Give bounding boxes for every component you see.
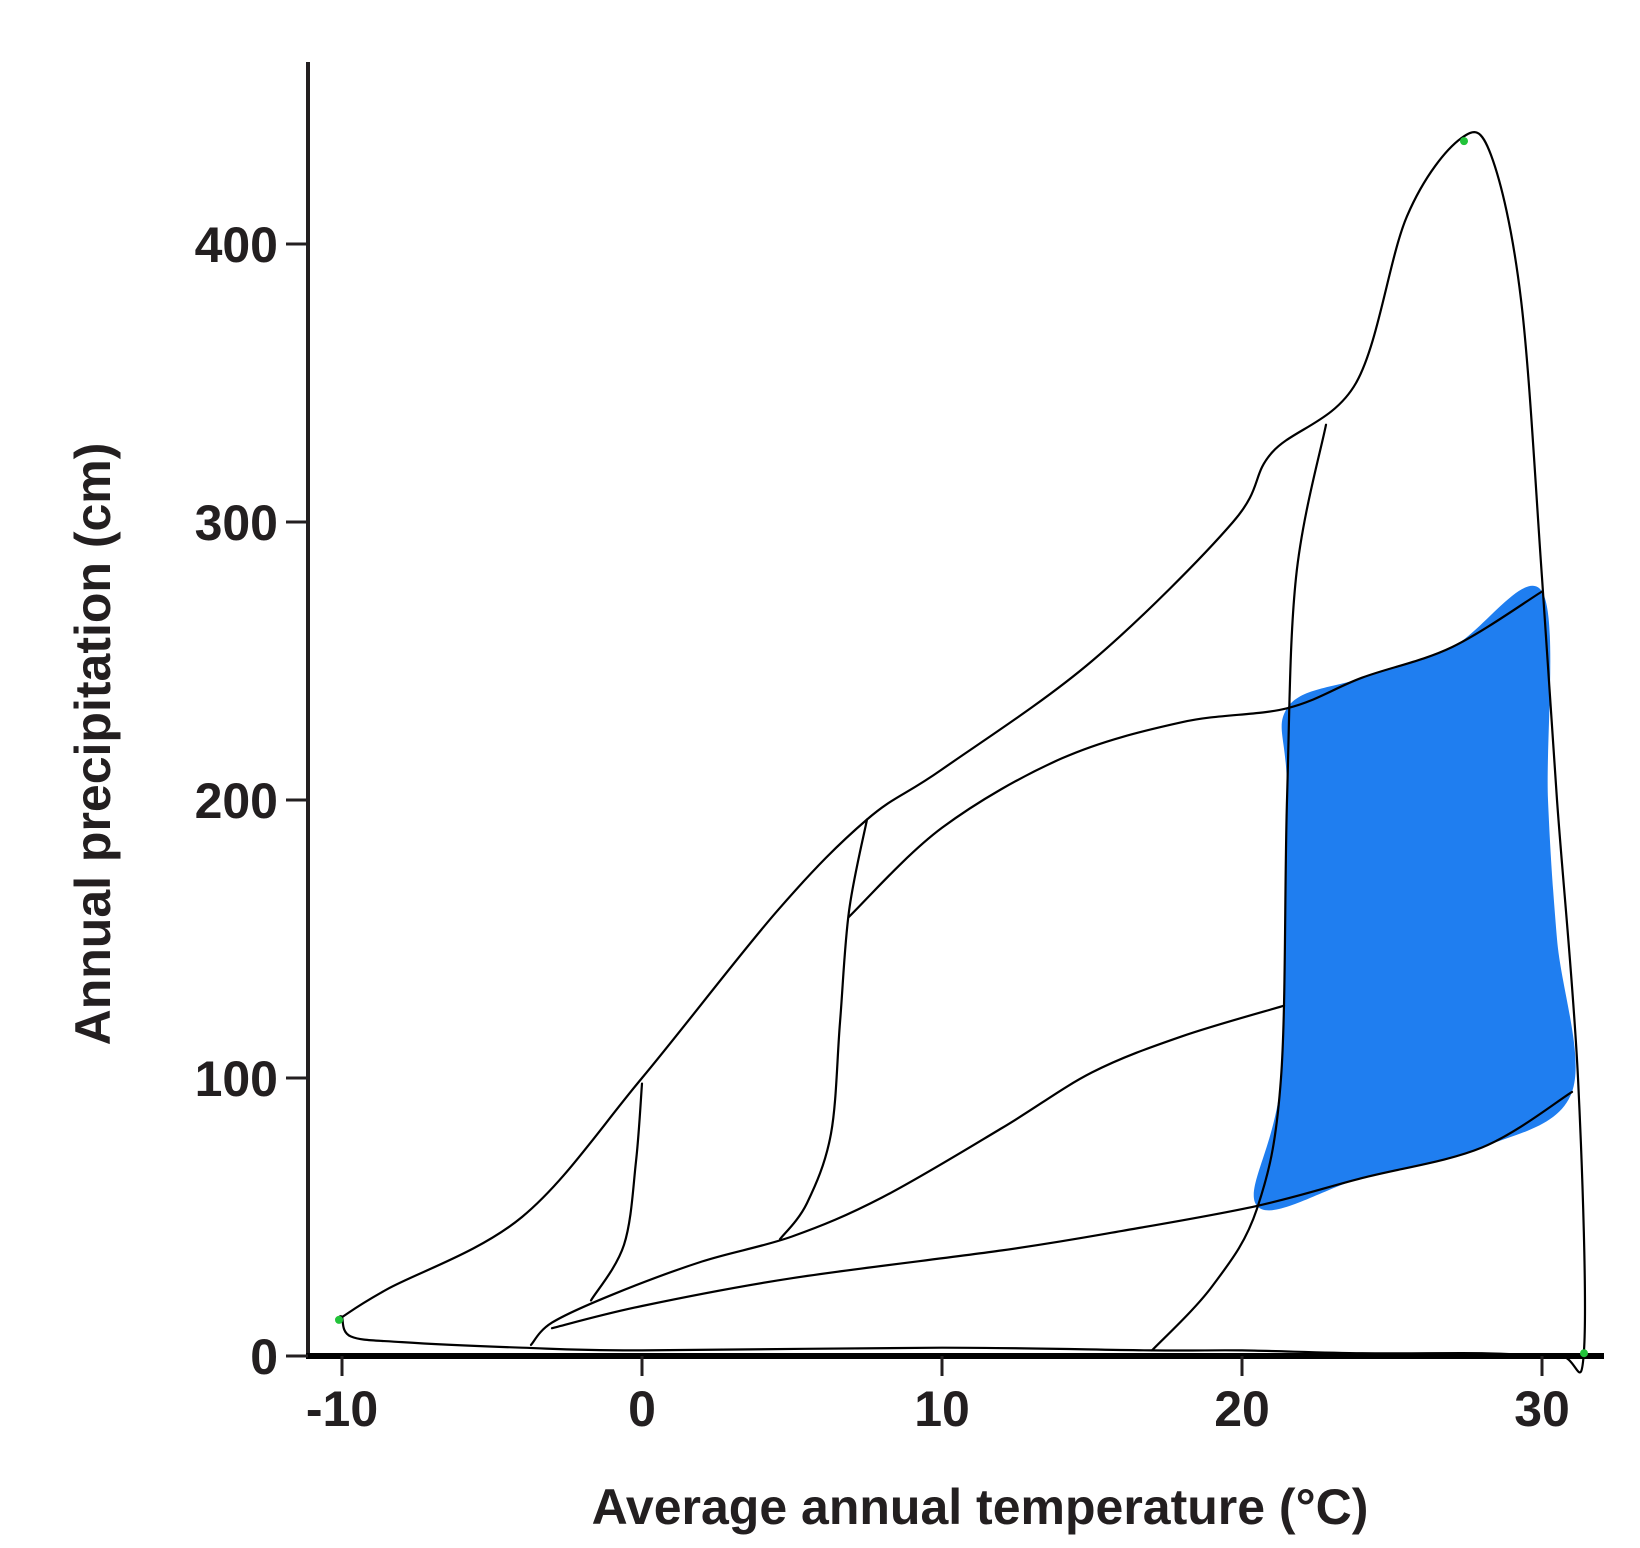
x-tick-label-0: 0: [628, 1381, 656, 1437]
biome-line-grassland-top: [550, 1090, 1574, 1330]
x-tick-label-10: 10: [914, 1381, 970, 1437]
axes: [306, 62, 1604, 1359]
highlight-layer: [1253, 585, 1576, 1211]
y-axis-title: Annual precipitation (cm): [65, 443, 121, 1046]
x-tick-label-30: 30: [1514, 1381, 1570, 1437]
x-axis-title: Average annual temperature (°C): [592, 1479, 1369, 1535]
x-tick-label-20: 20: [1214, 1381, 1270, 1437]
marker-2: [1580, 1349, 1588, 1358]
biome-line-boreal-boundary: [778, 818, 869, 1241]
biome-line-outer-boundary: [337, 131, 1587, 1374]
x-tick-label--10: -10: [306, 1381, 378, 1437]
ticks: 0 100 200 300 400 -10 0 10 20 30: [195, 217, 1570, 1437]
y-tick-label-100: 100: [195, 1051, 278, 1107]
y-tick-label-300: 300: [195, 495, 278, 551]
highlight-region-tropical-seasonal-forest: [1253, 585, 1576, 1211]
biome-line-woodland-top: [529, 1004, 1286, 1346]
y-tick-label-200: 200: [195, 773, 278, 829]
y-tick-label-0: 0: [250, 1329, 278, 1385]
markers: [335, 137, 1588, 1358]
biome-line-tropical-dry-boundary: [1150, 423, 1328, 1352]
biome-lines: [337, 131, 1587, 1374]
marker-1: [1460, 137, 1468, 146]
biome-line-tundra-boundary: [589, 1082, 644, 1302]
marker-0: [335, 1315, 343, 1324]
biome-line-temperate-forest-top: [847, 590, 1544, 918]
y-tick-label-400: 400: [195, 217, 278, 273]
